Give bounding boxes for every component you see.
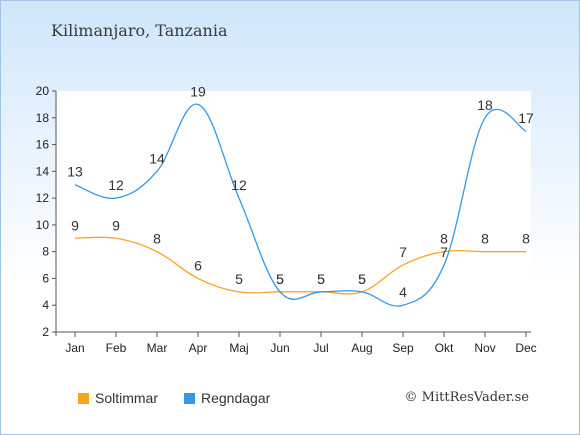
y-tick-label: 10 xyxy=(36,218,50,232)
data-label-sun: 7 xyxy=(399,244,407,260)
data-label-sun: 5 xyxy=(358,271,366,287)
y-tick-label: 6 xyxy=(42,271,49,285)
y-tick-label: 8 xyxy=(42,245,49,259)
data-label-sun: 5 xyxy=(317,271,325,287)
x-tick-label: Jun xyxy=(270,341,289,355)
data-label-sun: 9 xyxy=(112,217,120,233)
data-label-sun: 8 xyxy=(440,231,448,247)
x-tick-label: Dec xyxy=(515,341,536,355)
data-label-sun: 9 xyxy=(71,217,79,233)
data-label-rain: 7 xyxy=(440,244,448,260)
x-tick-label: Sep xyxy=(392,341,414,355)
legend-swatch-rain xyxy=(184,392,195,404)
data-label-sun: 8 xyxy=(522,231,530,247)
data-label-rain: 5 xyxy=(358,271,366,287)
legend-swatch-sun xyxy=(78,392,89,404)
legend-item-sun: Soltimmar xyxy=(78,390,158,406)
data-label-sun: 5 xyxy=(235,271,243,287)
data-label-rain: 19 xyxy=(190,83,206,99)
chart-title: Kilimanjaro, Tanzania xyxy=(51,21,228,40)
data-label-rain: 5 xyxy=(317,271,325,287)
y-tick-label: 14 xyxy=(36,164,50,178)
x-tick-label: Maj xyxy=(229,341,248,355)
y-tick-label: 16 xyxy=(36,138,50,152)
x-tick-label: Apr xyxy=(189,341,208,355)
data-label-sun: 8 xyxy=(481,231,489,247)
x-tick-label: Jul xyxy=(313,341,328,355)
y-tick-label: 2 xyxy=(42,325,49,339)
y-tick-label: 20 xyxy=(36,84,50,98)
legend-item-rain: Regndagar xyxy=(184,390,270,406)
y-tick-label: 12 xyxy=(36,191,50,205)
series-line-sun xyxy=(74,236,526,295)
data-label-rain: 14 xyxy=(149,150,165,166)
data-label-rain: 12 xyxy=(108,177,124,193)
credit-text: © MittResVader.se xyxy=(404,390,529,405)
data-label-sun: 8 xyxy=(153,231,161,247)
data-label-rain: 4 xyxy=(399,284,407,300)
x-tick-label: Jan xyxy=(65,341,84,355)
data-label-sun: 5 xyxy=(276,271,284,287)
series-line-rain xyxy=(74,103,527,307)
data-label-rain: 17 xyxy=(518,110,534,126)
y-tick-label: 4 xyxy=(42,298,49,312)
x-tick-label: Okt xyxy=(435,341,454,355)
data-label-rain: 18 xyxy=(477,97,493,113)
x-tick-label: Aug xyxy=(351,341,372,355)
x-tick-label: Feb xyxy=(106,341,127,355)
data-label-rain: 5 xyxy=(276,271,284,287)
x-tick-label: Nov xyxy=(474,341,495,355)
x-tick-label: Mar xyxy=(147,341,168,355)
legend-label-rain: Regndagar xyxy=(201,390,271,406)
data-label-sun: 6 xyxy=(194,257,202,273)
data-label-rain: 12 xyxy=(231,177,247,193)
y-tick-label: 18 xyxy=(36,111,50,125)
legend-label-sun: Soltimmar xyxy=(95,390,159,406)
data-label-rain: 13 xyxy=(67,164,83,180)
